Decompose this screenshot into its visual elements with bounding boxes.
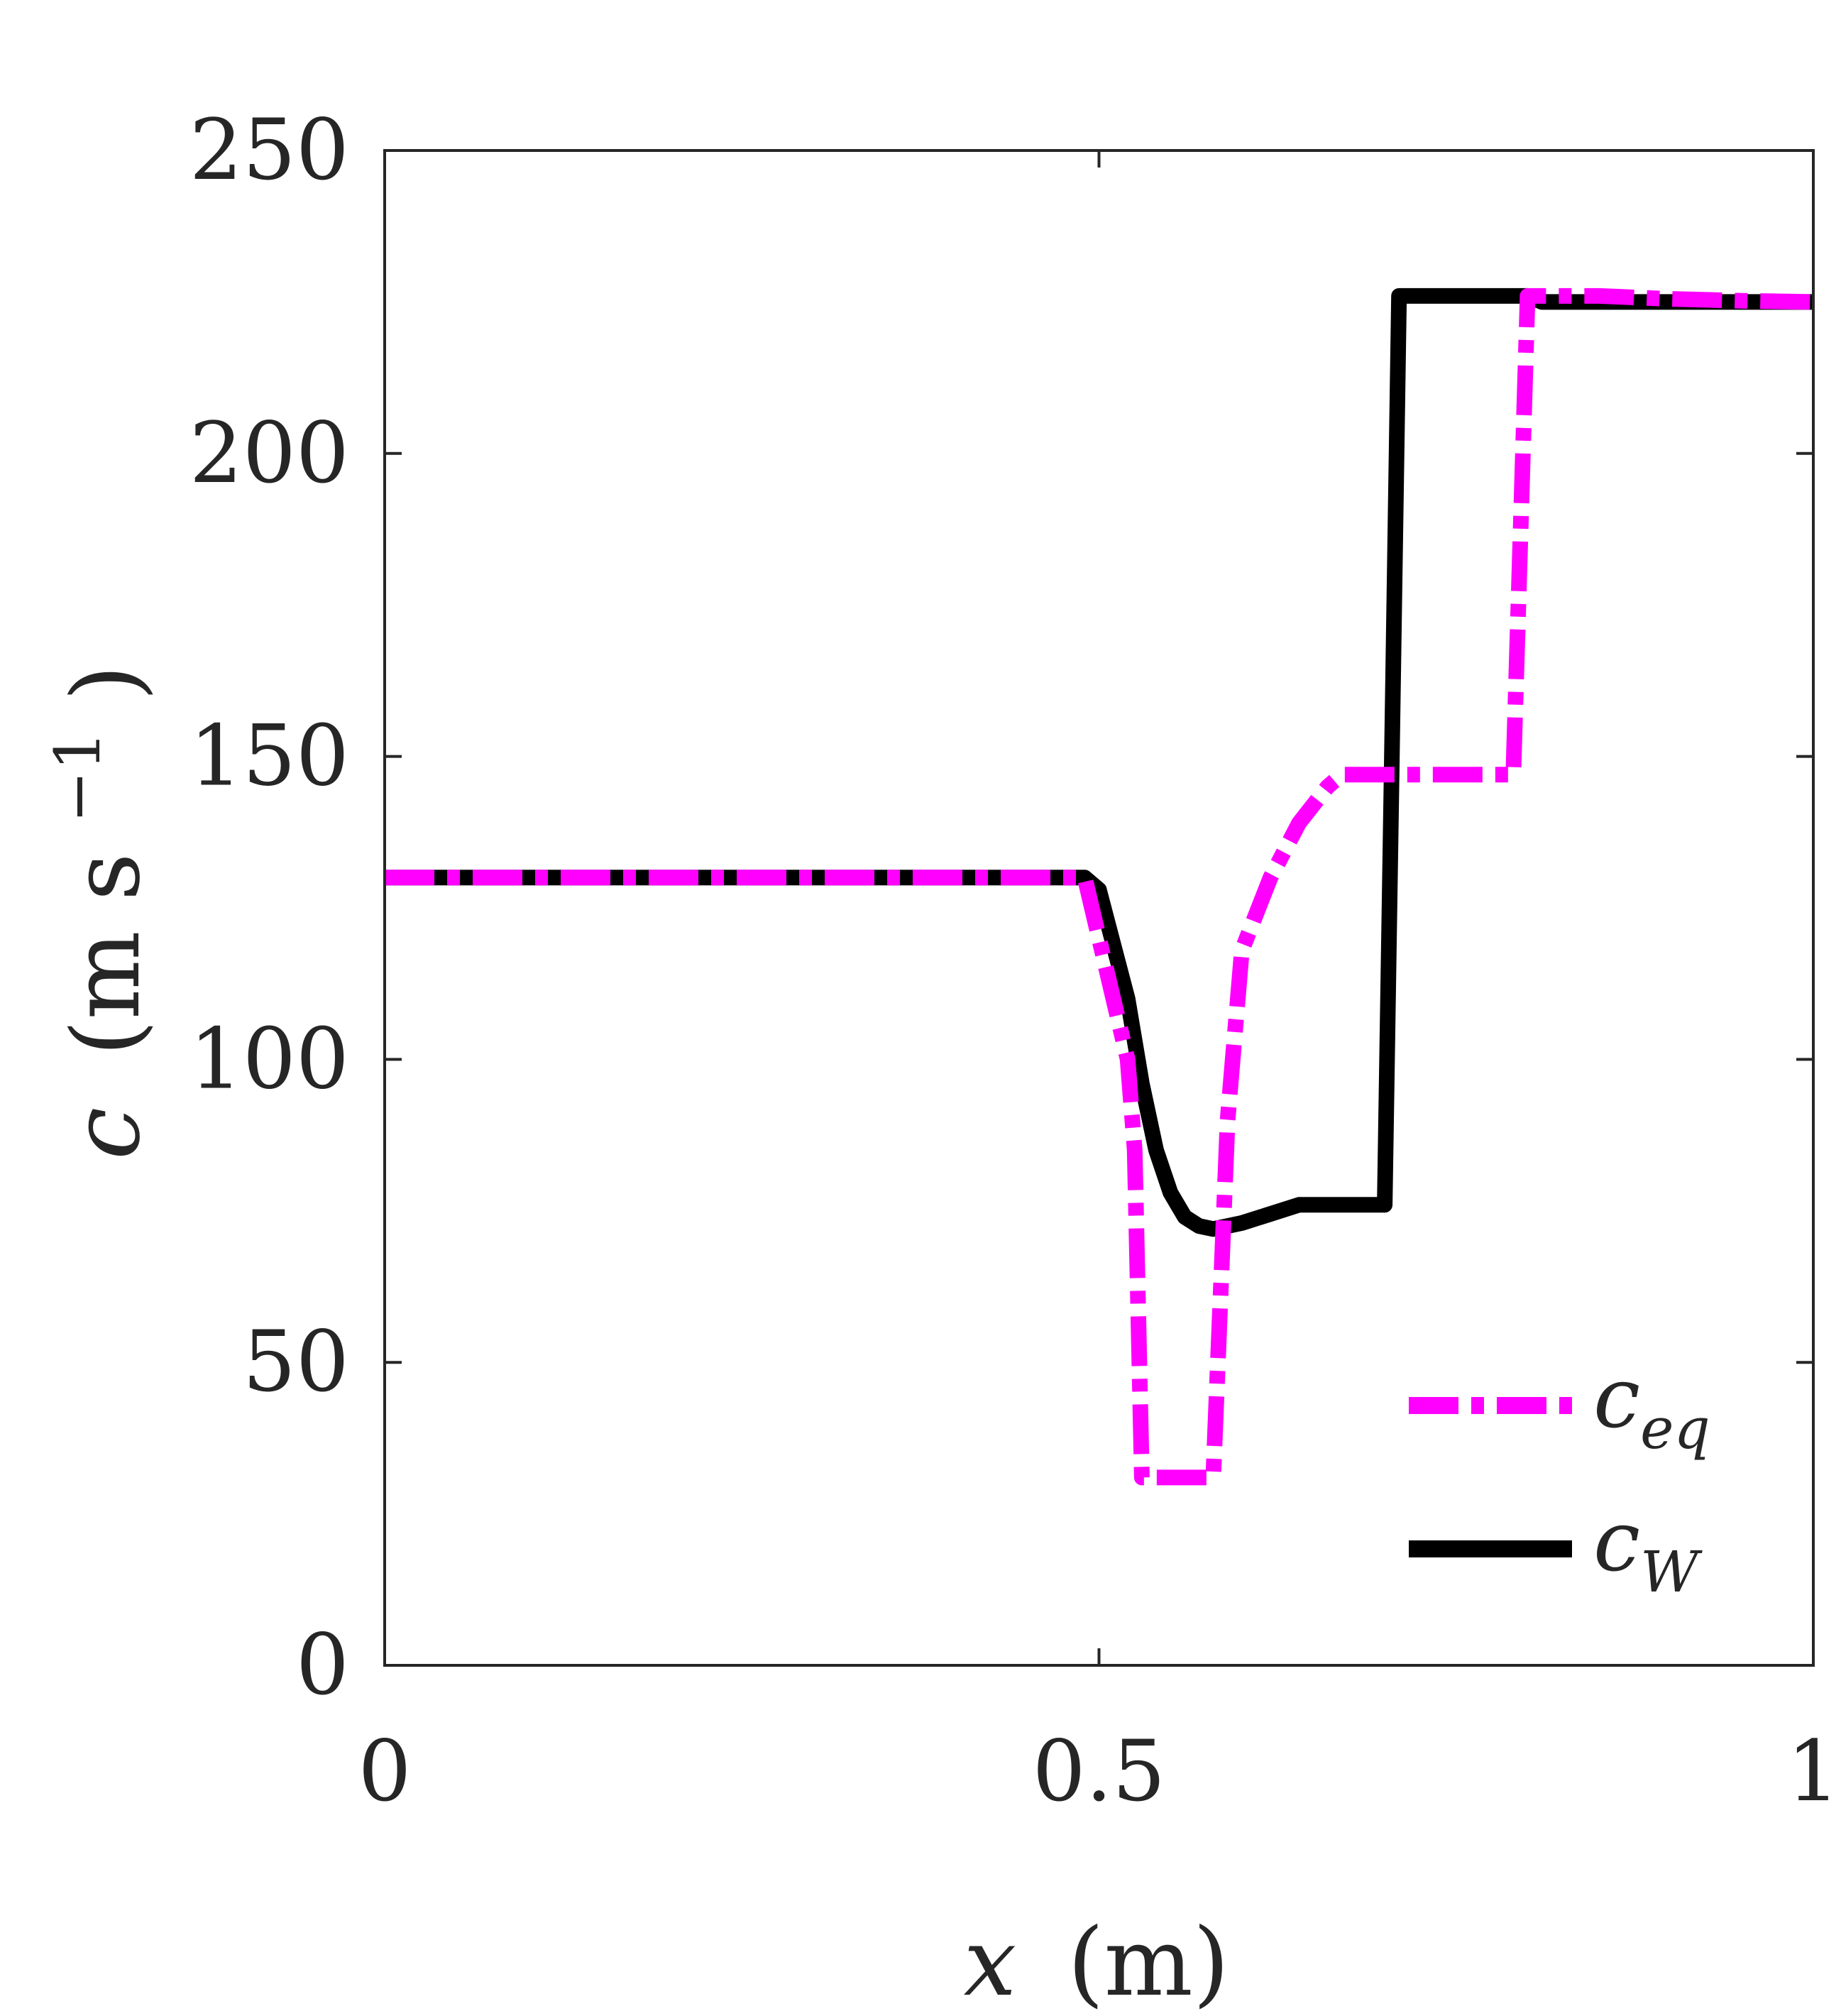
y-tick-label: 100 (189, 1009, 349, 1107)
x-axis-label: x (m) (964, 1908, 1230, 2012)
x-tick-label: 0 (358, 1722, 411, 1820)
y-tick-label: 250 (189, 101, 349, 199)
plot-area (385, 287, 1814, 1486)
y-axis-label: c (m s −1 ) (13, 664, 161, 1159)
x-tick-label: 0.5 (1033, 1722, 1166, 1820)
legend-label-ceq: ceq (1593, 1349, 1710, 1462)
x-axis-unit: (m) (1067, 1908, 1229, 2012)
x-axis-var: x (964, 1908, 1016, 2012)
y-tick-label: 200 (189, 404, 349, 502)
y-axis-unit-open: (m s (52, 853, 161, 1056)
tick-labels: 0 0.5 1 0 50 100 150 200 250 (189, 101, 1840, 1820)
series-line-c-eq (385, 287, 1814, 1486)
y-axis-unit-close: ) (52, 664, 161, 701)
legend: ceq cW (1409, 1349, 1710, 1605)
y-tick-label: 50 (243, 1313, 349, 1410)
plot-frame (383, 149, 1815, 1667)
y-tick-label: 0 (296, 1616, 349, 1714)
y-axis-var: c (52, 1107, 161, 1160)
legend-label-cw: cW (1593, 1492, 1703, 1605)
y-axis-unit-exp: −1 (41, 731, 114, 823)
y-tick-label: 150 (189, 707, 349, 805)
x-tick-label: 1 (1786, 1722, 1840, 1820)
